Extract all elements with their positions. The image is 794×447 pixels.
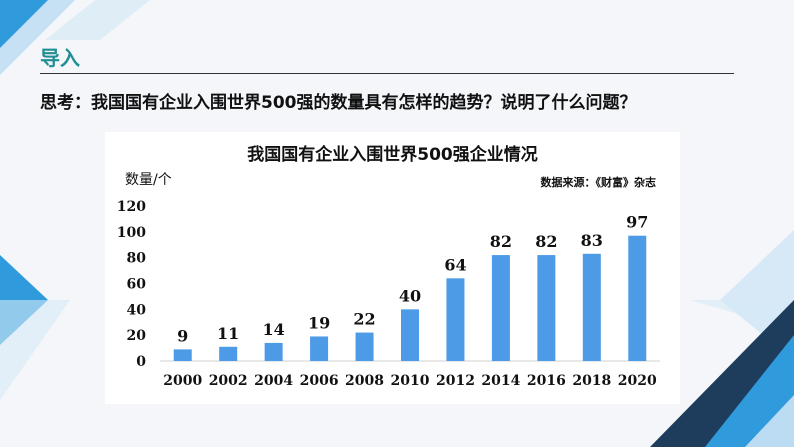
data-label: 82	[490, 232, 512, 251]
bar	[264, 342, 283, 361]
data-label: 14	[263, 320, 285, 339]
data-label: 11	[217, 324, 239, 343]
y-tick-label: 120	[117, 199, 146, 215]
data-label: 64	[444, 255, 466, 274]
x-tick-label: 2000	[163, 373, 202, 389]
x-tick-label: 2010	[391, 373, 430, 389]
x-axis-ticks: 2000 2002 2004 2006 2008 2010 2012 2014 2016 2018…	[163, 373, 657, 389]
x-tick-label: 2018	[572, 373, 611, 389]
bars	[173, 235, 647, 361]
bar	[310, 336, 329, 361]
data-labels: 9 11 14 19 22 40 64 82 82 83 97	[177, 213, 648, 346]
x-tick-label: 2002	[209, 373, 248, 389]
y-tick-label: 100	[117, 225, 146, 241]
y-tick-label: 60	[127, 277, 147, 293]
chart-title: 我国国有企业入围世界500强企业情况	[247, 145, 538, 165]
x-tick-label: 2008	[345, 373, 384, 389]
y-tick-label: 80	[127, 251, 147, 267]
divider-line	[40, 73, 734, 74]
question-text: 思考：我国国有企业入围世界500强的数量具有怎样的趋势？说明了什么问题？	[40, 93, 637, 113]
data-label: 82	[535, 232, 557, 251]
x-tick-label: 2006	[300, 373, 339, 389]
chart-panel: 我国国有企业入围世界500强企业情况 数量/个 数据来源：《财富》杂志 0 20 4…	[105, 132, 680, 404]
data-label: 22	[353, 310, 375, 329]
bar	[628, 235, 647, 361]
y-tick-label: 40	[127, 302, 147, 318]
bar	[355, 332, 374, 361]
data-label: 9	[177, 326, 188, 345]
x-tick-label: 2012	[436, 373, 475, 389]
x-tick-label: 2014	[481, 373, 520, 389]
bg-shape-bottom-right-light	[745, 395, 794, 447]
y-tick-label: 0	[136, 354, 146, 370]
section-title: 导入	[40, 46, 80, 70]
bar	[173, 349, 192, 361]
y-axis-label: 数量/个	[125, 172, 172, 188]
data-source: 数据来源：《财富》杂志	[540, 176, 657, 189]
bg-shape-left-light	[0, 300, 70, 400]
bar	[537, 255, 556, 361]
bar	[491, 255, 510, 361]
bg-shape-top-band	[45, 0, 150, 40]
bg-shape-right-light-2	[690, 300, 794, 330]
bar	[446, 278, 465, 361]
bar	[401, 309, 419, 361]
x-tick-label: 2020	[618, 373, 657, 389]
y-axis-ticks: 0 20 40 60 80 100 120	[117, 199, 146, 370]
data-label: 83	[581, 231, 603, 250]
bar-chart: 0 20 40 60 80 100 120 9 11 14 19 22 40 64 82 82 83 97 2000…	[117, 199, 660, 389]
bg-shape-top-left-blue	[0, 0, 48, 48]
x-tick-label: 2016	[527, 373, 566, 389]
bar	[582, 253, 601, 361]
data-label: 40	[399, 286, 421, 305]
x-tick-label: 2004	[254, 373, 293, 389]
y-tick-label: 20	[127, 328, 147, 344]
bar	[219, 346, 238, 361]
data-label: 97	[626, 213, 648, 232]
data-label: 19	[308, 313, 330, 332]
